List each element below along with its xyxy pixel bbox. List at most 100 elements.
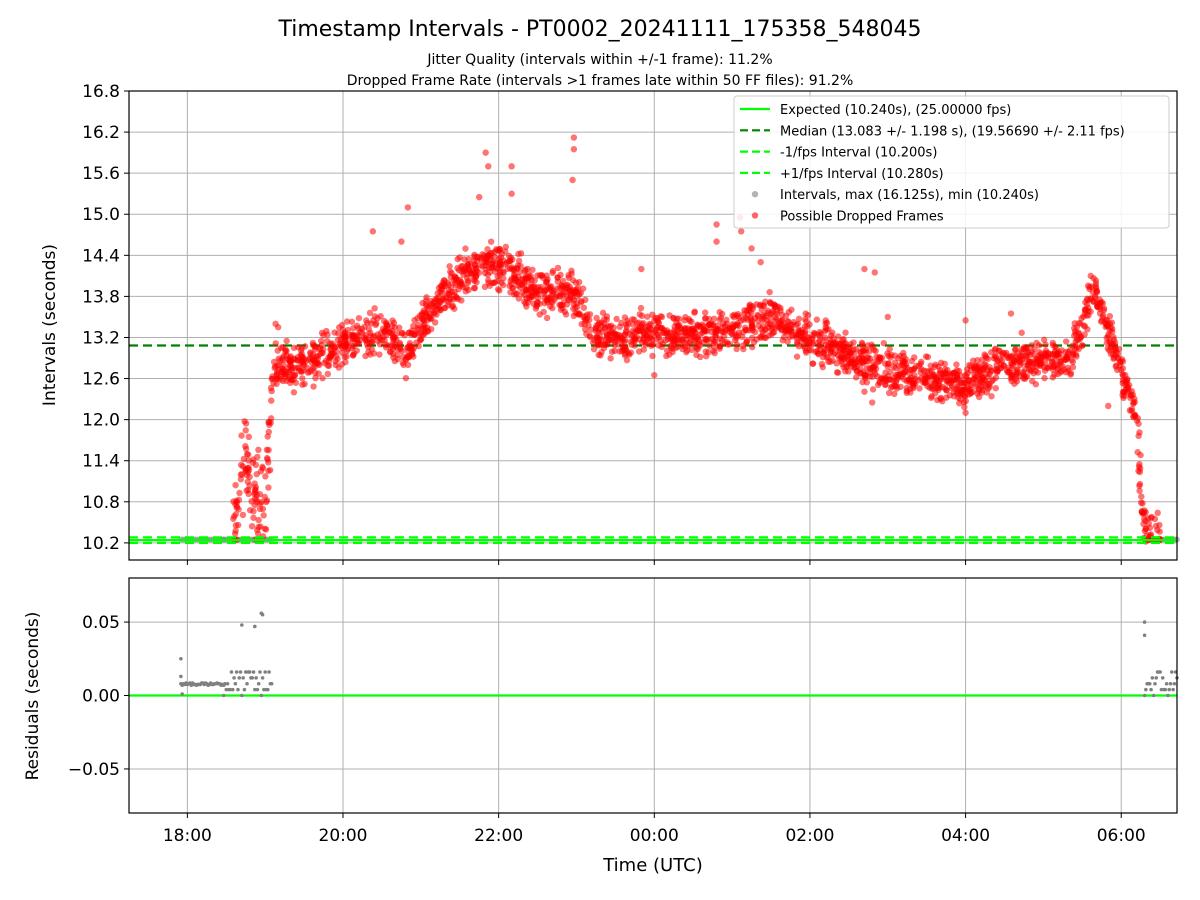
- dropped-frame-point: [593, 314, 600, 322]
- intervals-ytick-label-7: 14.4: [82, 246, 120, 266]
- dropped-frame-point: [956, 400, 963, 407]
- dropped-frame-point: [242, 420, 250, 427]
- dropped-frame-point: [644, 313, 651, 320]
- dropped-frame-point: [543, 279, 550, 286]
- dropped-frame-point: [930, 385, 937, 392]
- dropped-frame-point: [611, 347, 618, 355]
- dropped-frame-point: [318, 329, 326, 337]
- dropped-frame-point: [765, 332, 773, 339]
- dropped-frame-point: [506, 257, 514, 264]
- dropped-frame-point: [420, 307, 427, 314]
- dropped-frame-point: [862, 348, 869, 356]
- residual-point: [1159, 687, 1164, 692]
- residual-point: [245, 681, 249, 686]
- dropped-frame-point: [618, 337, 625, 345]
- dropped-frame-point: [431, 319, 439, 326]
- dropped-frame-point: [402, 374, 410, 382]
- dropped-frame-point: [246, 482, 253, 489]
- residuals-xtick-label-1: 20:00: [319, 826, 368, 846]
- residuals-panel: −0.05 0.00 0.05 18:00 20:00 22:00 00:00 02:00 0…: [23, 577, 1179, 876]
- dropped-frame-point: [404, 204, 412, 211]
- dropped-frame-point: [1069, 363, 1077, 371]
- dropped-frame-point: [733, 322, 740, 329]
- dropped-frame-point: [290, 389, 298, 396]
- dropped-frame-point: [248, 523, 256, 530]
- dropped-frame-point: [978, 389, 986, 396]
- dropped-frame-point: [470, 276, 477, 283]
- dropped-frame-point: [371, 313, 379, 320]
- intervals-ytick-label-1: 10.8: [82, 493, 120, 513]
- dropped-frame-point: [1014, 366, 1021, 373]
- dropped-frame-point: [1000, 362, 1008, 369]
- dropped-frame-point: [298, 367, 305, 375]
- dropped-frame-point: [900, 362, 908, 370]
- dropped-frame-point: [1028, 348, 1035, 355]
- dropped-frame-point: [671, 333, 678, 340]
- dropped-frame-point: [1077, 333, 1085, 341]
- dropped-frame-point: [272, 340, 279, 347]
- dropped-frame-point: [499, 281, 507, 289]
- dropped-frame-point: [691, 308, 699, 315]
- dropped-frame-point: [942, 385, 949, 392]
- dropped-frame-point: [1041, 359, 1049, 366]
- intervals-plot-frame: [128, 90, 1178, 561]
- residual-point: [265, 687, 270, 692]
- dropped-frame-point: [238, 432, 245, 439]
- dropped-frame-point: [1058, 368, 1065, 375]
- dropped-frame-point: [818, 360, 826, 368]
- dropped-frame-point: [1138, 493, 1145, 500]
- dropped-frame-point: [735, 332, 742, 339]
- dropped-frame-point: [1142, 517, 1149, 525]
- dropped-frame-point: [1024, 361, 1031, 369]
- dropped-frame-point: [327, 340, 334, 347]
- dropped-frame-point: [882, 369, 889, 376]
- dropped-frame-point: [464, 279, 472, 286]
- dropped-frame-point: [570, 134, 578, 141]
- dropped-frame-point: [236, 489, 243, 497]
- residuals-points: [129, 611, 1179, 698]
- dropped-frame-point: [723, 316, 730, 324]
- dropped-frame-point: [937, 369, 944, 376]
- dropped-frame-point: [675, 315, 683, 323]
- dropped-frame-point: [717, 314, 725, 321]
- dropped-frame-point: [1082, 299, 1089, 306]
- dropped-frame-point: [394, 346, 401, 353]
- dropped-frame-point: [878, 354, 886, 361]
- dropped-frame-point: [819, 353, 827, 361]
- dropped-frame-point: [1156, 528, 1163, 535]
- dropped-frame-point: [470, 284, 478, 292]
- dropped-frame-point: [371, 332, 378, 340]
- dropped-frame-point: [813, 316, 821, 323]
- dropped-frame-point: [616, 323, 623, 331]
- dropped-frame-point: [267, 384, 275, 392]
- dropped-frame-point: [702, 309, 709, 316]
- dropped-frame-point: [1107, 324, 1114, 331]
- dropped-frame-point: [955, 394, 962, 401]
- dropped-frame-point: [766, 288, 773, 296]
- dropped-frame-point: [531, 277, 538, 284]
- dropped-frame-point: [250, 456, 257, 463]
- residual-point: [247, 670, 252, 674]
- intervals-y-label: Intervals (seconds): [40, 244, 60, 406]
- dropped-frame-point: [983, 389, 991, 396]
- residuals-xtick-label-6: 06:00: [1097, 826, 1146, 846]
- dropped-frame-point: [711, 344, 718, 351]
- residuals-y-label: Residuals (seconds): [23, 612, 43, 781]
- dropped-frame-point: [255, 523, 262, 531]
- dropped-frame-point: [1104, 345, 1112, 352]
- dropped-frame-point: [506, 265, 514, 272]
- dropped-frame-point: [625, 320, 632, 327]
- dropped-frame-point: [1138, 507, 1146, 515]
- dropped-frame-point: [973, 383, 980, 390]
- dropped-frame-point: [318, 341, 326, 349]
- residual-point: [240, 623, 244, 627]
- chart-subtitle-jitter: Jitter Quality (intervals within +/-1 fr…: [426, 52, 772, 68]
- dropped-frame-point: [794, 338, 801, 345]
- residual-point: [228, 687, 232, 692]
- dropped-frame-point: [237, 476, 245, 483]
- dropped-frame-point: [529, 266, 536, 274]
- residuals-xtick-label-2: 22:00: [474, 826, 523, 846]
- dropped-frame-point: [441, 296, 448, 304]
- dropped-frame-point: [866, 355, 874, 362]
- dropped-frame-point: [667, 344, 675, 352]
